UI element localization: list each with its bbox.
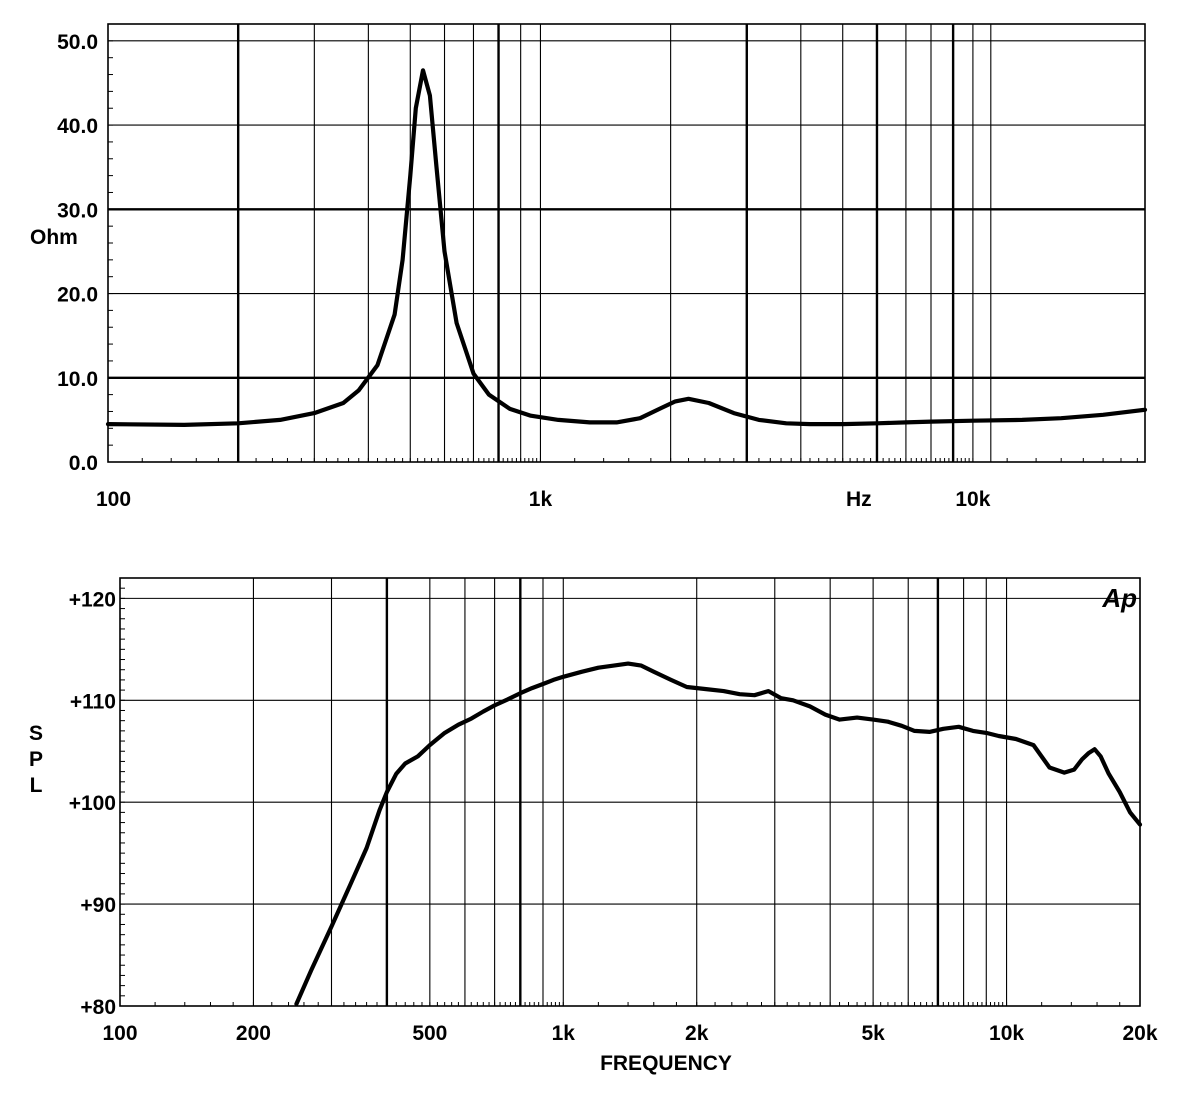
spl-y-tick-label: +80 xyxy=(80,996,116,1019)
spl-y-tick-label: +120 xyxy=(69,588,116,611)
spl-y-tick-labels: +80 +90 +100 +110 +120 xyxy=(69,588,116,1019)
impedance-plot-frame xyxy=(107,23,1146,463)
impedance-series-line xyxy=(105,68,1148,427)
ap-logo: Ap xyxy=(1101,583,1137,613)
impedance-x-tick-labels: 100 1k 10k xyxy=(96,488,991,511)
impedance-y-tick-label: 20.0 xyxy=(57,284,98,307)
spl-plot-frame xyxy=(119,577,1141,1007)
spl-x-tick-label: 100 xyxy=(102,1022,137,1045)
spl-series xyxy=(294,661,1143,1007)
spl-x-tick-labels: 100 200 500 1k 2k 5k 10k 20k xyxy=(102,1022,1157,1045)
spl-frame-rect xyxy=(119,577,1141,1007)
spl-minor-ticks xyxy=(120,577,1121,1007)
spl-x-tick-label: 1k xyxy=(552,1022,576,1045)
impedance-y-tick-label: 40.0 xyxy=(57,115,98,138)
spl-x-tick-label: 10k xyxy=(989,1022,1024,1045)
spl-y-tick-label: +100 xyxy=(69,792,116,815)
spl-y-tick-label: +110 xyxy=(70,690,116,713)
spl-x-tick-label: 5k xyxy=(861,1022,885,1045)
impedance-minor-ticks xyxy=(108,23,1138,463)
impedance-gridlines xyxy=(108,24,1145,462)
spl-x-tick-label: 500 xyxy=(412,1022,447,1045)
spl-series-line xyxy=(294,661,1143,1007)
spl-gridlines xyxy=(120,578,1141,1006)
impedance-x-unit-label: Hz xyxy=(846,488,872,511)
spl-x-axis-label: FREQUENCY xyxy=(600,1052,732,1075)
spl-chart: +80 +90 +100 +110 +120 100 200 500 1k 2k 5k 10k 20k… xyxy=(29,577,1158,1075)
impedance-series xyxy=(105,68,1148,427)
impedance-chart: 0.0 10.0 20.0 30.0 40.0 50.0 100 1k 10k Ohm Hz xyxy=(30,23,1148,511)
impedance-y-axis-label: Ohm xyxy=(30,226,78,249)
spl-x-tick-label: 200 xyxy=(236,1022,271,1045)
spl-x-tick-label: 2k xyxy=(685,1022,709,1045)
impedance-y-tick-labels: 0.0 10.0 20.0 30.0 40.0 50.0 xyxy=(57,31,98,475)
spl-y-tick-label: +90 xyxy=(80,894,116,917)
impedance-frame-rect xyxy=(107,23,1146,463)
spl-x-tick-label: 20k xyxy=(1122,1022,1157,1045)
impedance-y-tick-label: 30.0 xyxy=(57,199,98,222)
impedance-x-tick-label: 1k xyxy=(529,488,553,511)
impedance-x-tick-label: 100 xyxy=(96,488,131,511)
impedance-y-tick-label: 10.0 xyxy=(57,368,98,391)
impedance-x-tick-label: 10k xyxy=(955,488,990,511)
impedance-y-tick-label: 0.0 xyxy=(69,452,98,475)
impedance-y-tick-label: 50.0 xyxy=(57,31,98,54)
